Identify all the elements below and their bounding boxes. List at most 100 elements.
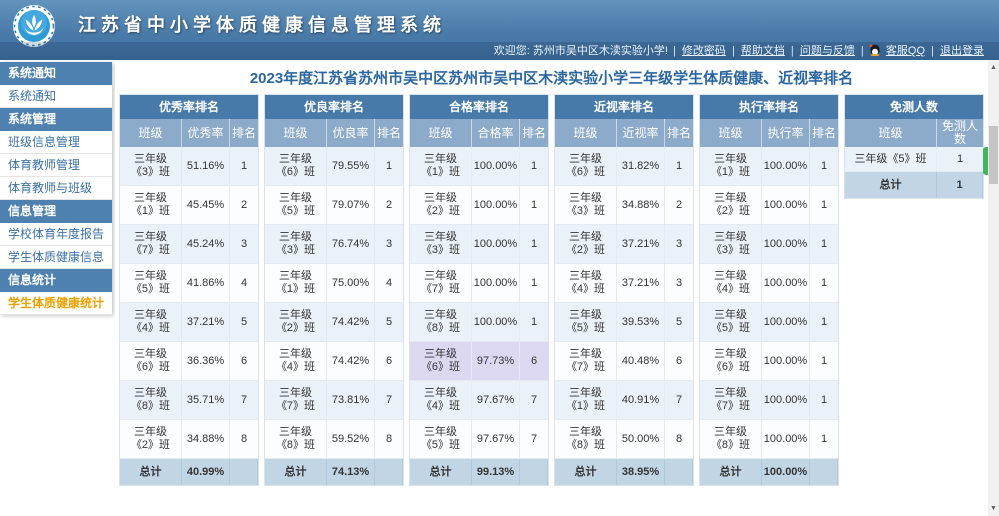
table-row[interactable]: 三年级《5》班 1 bbox=[845, 147, 983, 172]
table-row[interactable]: 三年级 《8》班 100.00% 1 bbox=[410, 303, 548, 342]
sidebar-item-system-notice[interactable]: 系统通知 bbox=[0, 85, 112, 108]
sidebar-item-class-info[interactable]: 班级信息管理 bbox=[0, 131, 112, 154]
column-header: 班级 bbox=[410, 119, 472, 147]
rank-cell: 6 bbox=[530, 354, 538, 367]
scroll-up-arrow[interactable]: ▲ bbox=[988, 60, 999, 75]
table-row[interactable]: 三年级 《3》班 76.74% 3 bbox=[265, 225, 403, 264]
table-column-headers: 班级 免测人数 bbox=[845, 119, 983, 147]
table-row[interactable]: 三年级 《1》班 40.91% 7 bbox=[555, 381, 693, 420]
count-cell: 1 bbox=[956, 152, 964, 165]
rate-cell: 34.88% bbox=[617, 186, 665, 224]
class-name-cell: 三年级 《6》班 bbox=[555, 147, 617, 185]
table-row[interactable]: 三年级 《5》班 79.07% 2 bbox=[265, 186, 403, 225]
class-name-cell: 三年级 《1》班 bbox=[265, 264, 327, 302]
feedback-link[interactable]: 问题与反馈 bbox=[799, 45, 855, 57]
ranking-table-4: 近视率排名 班级 近视率 排名 三年级 《6》班 31.82% 1 三年级 《3》班 34.88% 2… bbox=[554, 94, 694, 486]
rank-cell: 5 bbox=[240, 315, 248, 328]
table-row[interactable]: 三年级 《5》班 39.53% 5 bbox=[555, 303, 693, 342]
separator: | bbox=[860, 45, 864, 57]
sidebar-section-system-notice: 系统通知 bbox=[0, 62, 112, 85]
change-password-link[interactable]: 修改密码 bbox=[681, 45, 726, 57]
table-row[interactable]: 三年级 《5》班 97.67% 7 bbox=[410, 420, 548, 459]
rank-cell: 2 bbox=[240, 198, 248, 211]
table-row[interactable]: 三年级 《6》班 79.55% 1 bbox=[265, 147, 403, 186]
class-name-cell: 三年级 《8》班 bbox=[265, 420, 327, 458]
total-rank-cell bbox=[375, 459, 403, 485]
ranking-tables: 优秀率排名 班级 优秀率 排名 三年级 《3》班 51.16% 1 三年级 《1》班 45.45% 2… bbox=[115, 94, 988, 486]
table-row[interactable]: 三年级 《6》班 97.73% 6 bbox=[410, 342, 548, 381]
rate-cell: 97.73% bbox=[472, 342, 520, 380]
table-row[interactable]: 三年级 《8》班 50.00% 8 bbox=[555, 420, 693, 459]
customer-service-widget[interactable] bbox=[983, 147, 989, 175]
table-row[interactable]: 三年级 《1》班 100.00% 1 bbox=[700, 147, 838, 186]
main-content: 2023年度江苏省苏州市吴中区苏州市吴中区木渎实验小学三年级学生体质健康、近视率… bbox=[115, 60, 988, 516]
table-row[interactable]: 三年级 《8》班 100.00% 1 bbox=[700, 420, 838, 459]
table-row[interactable]: 三年级 《5》班 41.86% 4 bbox=[120, 264, 258, 303]
table-row[interactable]: 三年级 《4》班 74.42% 6 bbox=[265, 342, 403, 381]
table-row[interactable]: 三年级 《7》班 100.00% 1 bbox=[410, 264, 548, 303]
table-row[interactable]: 三年级 《1》班 100.00% 1 bbox=[410, 147, 548, 186]
table-row[interactable]: 三年级 《7》班 40.48% 6 bbox=[555, 342, 693, 381]
total-label-cell: 总计 bbox=[410, 459, 472, 485]
sidebar-item-teacher-class[interactable]: 体育教师与班级 bbox=[0, 177, 112, 200]
column-header: 免测人数 bbox=[941, 119, 978, 146]
sidebar-item-pe-teacher[interactable]: 体育教师管理 bbox=[0, 154, 112, 177]
table-row[interactable]: 三年级 《3》班 100.00% 1 bbox=[700, 225, 838, 264]
rank-cell: 1 bbox=[530, 159, 538, 172]
rate-cell: 37.21% bbox=[182, 303, 230, 341]
scrollbar-thumb[interactable] bbox=[989, 126, 998, 184]
sidebar-item-annual-report[interactable]: 学校体育年度报告 bbox=[0, 223, 112, 246]
vertical-scrollbar[interactable]: ▲ ▼ bbox=[988, 60, 999, 516]
rank-cell: 8 bbox=[675, 432, 683, 445]
rank-cell: 7 bbox=[530, 432, 538, 445]
rate-cell: 100.00% bbox=[762, 342, 810, 380]
rate-cell: 34.88% bbox=[182, 420, 230, 458]
table-row[interactable]: 三年级 《7》班 45.24% 3 bbox=[120, 225, 258, 264]
table-row[interactable]: 三年级 《7》班 100.00% 1 bbox=[700, 381, 838, 420]
sidebar-item-health-statistics[interactable]: 学生体质健康统计 bbox=[0, 292, 112, 315]
rank-cell: 2 bbox=[385, 198, 393, 211]
table-row[interactable]: 三年级 《5》班 100.00% 1 bbox=[700, 303, 838, 342]
table-row[interactable]: 三年级 《7》班 73.81% 7 bbox=[265, 381, 403, 420]
class-name-cell: 三年级 《8》班 bbox=[700, 420, 762, 458]
table-row[interactable]: 三年级 《4》班 37.21% 3 bbox=[555, 264, 693, 303]
table-row[interactable]: 三年级 《3》班 34.88% 2 bbox=[555, 186, 693, 225]
logout-link[interactable]: 退出登录 bbox=[940, 45, 984, 57]
total-rank-cell bbox=[665, 459, 693, 485]
table-row[interactable]: 三年级 《6》班 36.36% 6 bbox=[120, 342, 258, 381]
rank-cell: 3 bbox=[675, 237, 683, 250]
class-name-cell: 三年级 《6》班 bbox=[700, 342, 762, 380]
scroll-down-arrow[interactable]: ▼ bbox=[988, 501, 999, 516]
rank-cell: 4 bbox=[240, 276, 248, 289]
rank-cell: 1 bbox=[820, 393, 828, 406]
ranking-table-1: 优秀率排名 班级 优秀率 排名 三年级 《3》班 51.16% 1 三年级 《1》班 45.45% 2… bbox=[119, 94, 259, 486]
rate-cell: 36.36% bbox=[182, 342, 230, 380]
table-row[interactable]: 三年级 《1》班 75.00% 4 bbox=[265, 264, 403, 303]
class-name-cell: 三年级 《3》班 bbox=[120, 147, 182, 185]
qq-service-link[interactable]: 客服QQ bbox=[885, 45, 926, 57]
table-row[interactable]: 三年级 《3》班 100.00% 1 bbox=[410, 225, 548, 264]
rank-cell: 7 bbox=[385, 393, 393, 406]
table-row[interactable]: 三年级 《2》班 100.00% 1 bbox=[410, 186, 548, 225]
class-name-cell: 三年级 《7》班 bbox=[700, 381, 762, 419]
table-row[interactable]: 三年级 《3》班 51.16% 1 bbox=[120, 147, 258, 186]
rank-cell: 3 bbox=[240, 237, 248, 250]
sidebar-item-health-info[interactable]: 学生体质健康信息 bbox=[0, 246, 112, 269]
table-row[interactable]: 三年级 《4》班 100.00% 1 bbox=[700, 264, 838, 303]
rate-cell: 45.45% bbox=[182, 186, 230, 224]
help-doc-link[interactable]: 帮助文档 bbox=[740, 45, 785, 57]
rank-cell: 6 bbox=[385, 354, 393, 367]
table-row[interactable]: 三年级 《2》班 37.21% 3 bbox=[555, 225, 693, 264]
rate-cell: 35.71% bbox=[182, 381, 230, 419]
table-row[interactable]: 三年级 《8》班 59.52% 8 bbox=[265, 420, 403, 459]
table-row[interactable]: 三年级 《1》班 45.45% 2 bbox=[120, 186, 258, 225]
table-row[interactable]: 三年级 《4》班 97.67% 7 bbox=[410, 381, 548, 420]
table-row[interactable]: 三年级 《6》班 31.82% 1 bbox=[555, 147, 693, 186]
table-row[interactable]: 三年级 《2》班 74.42% 5 bbox=[265, 303, 403, 342]
table-row[interactable]: 三年级 《2》班 34.88% 8 bbox=[120, 420, 258, 459]
rate-cell: 100.00% bbox=[762, 225, 810, 263]
table-row[interactable]: 三年级 《8》班 35.71% 7 bbox=[120, 381, 258, 420]
table-row[interactable]: 三年级 《6》班 100.00% 1 bbox=[700, 342, 838, 381]
table-row[interactable]: 三年级 《4》班 37.21% 5 bbox=[120, 303, 258, 342]
table-row[interactable]: 三年级 《2》班 100.00% 1 bbox=[700, 186, 838, 225]
